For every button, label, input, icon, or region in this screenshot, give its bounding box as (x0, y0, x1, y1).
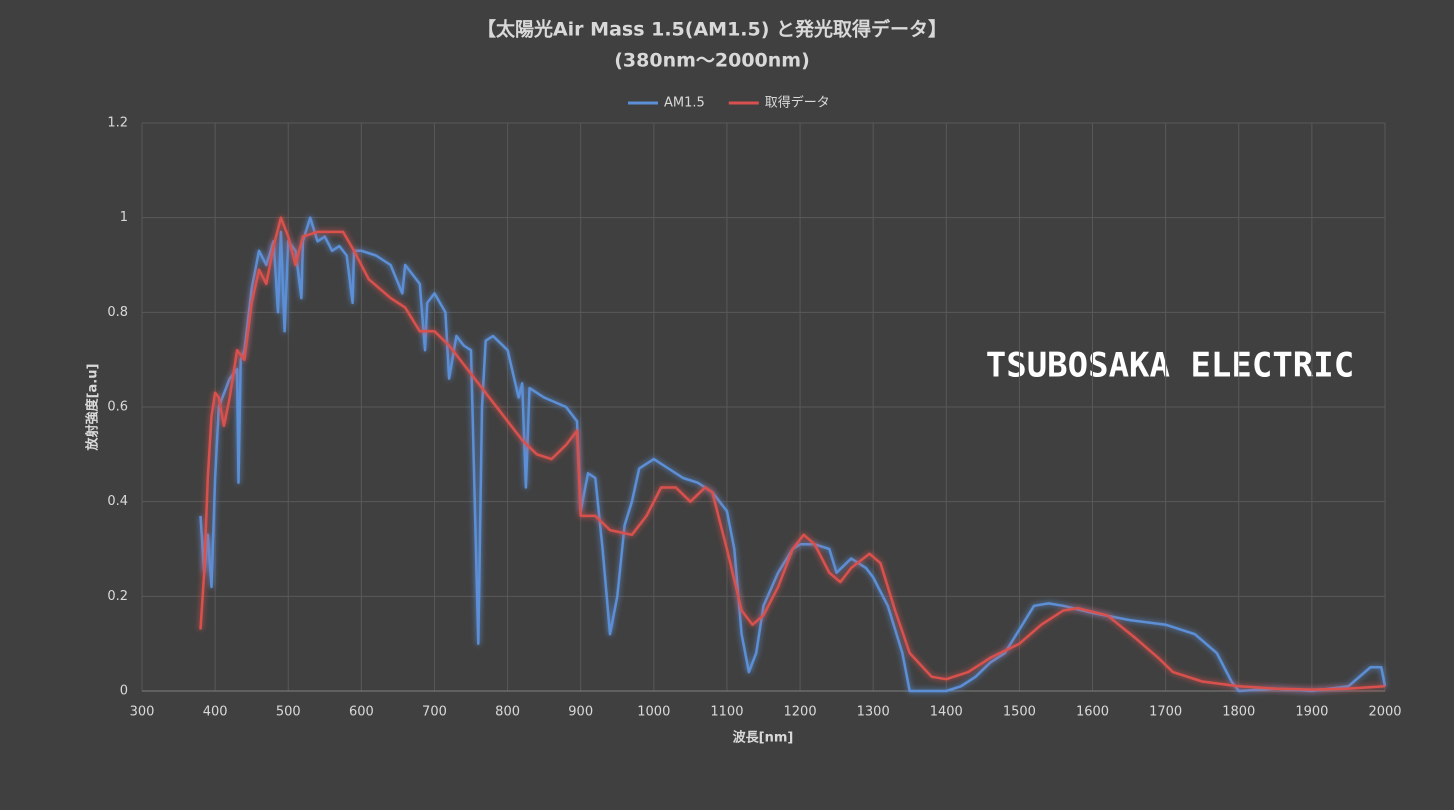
x-tick-label: 1800 (1222, 705, 1255, 720)
x-tick-label: 700 (422, 705, 447, 720)
series-line (199, 216, 1386, 691)
x-tick-label: 1600 (1076, 705, 1109, 720)
chart-title: 【太陽光Air Mass 1.5(AM1.5) と発光取得データ】 (477, 18, 947, 41)
x-tick-label: 1500 (1003, 705, 1036, 720)
x-tick-label: 500 (276, 705, 301, 720)
x-tick-label: 900 (568, 705, 593, 720)
legend-label: 取得データ (765, 95, 830, 111)
x-axis-title: 波長[nm] (733, 730, 794, 746)
chart-subtitle: (380nm～2000nm) (614, 50, 810, 72)
y-tick-label: 0.4 (107, 494, 128, 509)
annotation: TSUBOSAKA ELECTRIC (986, 346, 1354, 386)
x-tick-label: 1900 (1295, 705, 1328, 720)
x-tick-label: 1300 (857, 705, 890, 720)
legend-label: AM1.5 (664, 96, 705, 111)
y-tick-label: 0.8 (107, 305, 128, 320)
y-tick-label: 1 (120, 210, 128, 225)
series-line (199, 216, 1387, 693)
y-tick-label: 0.2 (107, 589, 128, 604)
x-tick-label: 1700 (1149, 705, 1182, 720)
x-tick-label: 1200 (784, 705, 817, 720)
x-tick-label: 800 (495, 705, 520, 720)
x-tick-label: 1000 (637, 705, 670, 720)
x-tick-label: 400 (203, 705, 228, 720)
y-tick-label: 1.2 (107, 116, 128, 131)
x-tick-label: 2000 (1368, 705, 1401, 720)
y-axis-title: 放射強度[a.u] (85, 364, 101, 452)
x-tick-label: 300 (130, 705, 155, 720)
y-tick-label: 0.6 (107, 400, 128, 415)
x-tick-label: 1100 (710, 705, 743, 720)
x-tick-label: 1400 (930, 705, 963, 720)
y-tick-label: 0 (120, 684, 128, 699)
x-tick-label: 600 (349, 705, 374, 720)
